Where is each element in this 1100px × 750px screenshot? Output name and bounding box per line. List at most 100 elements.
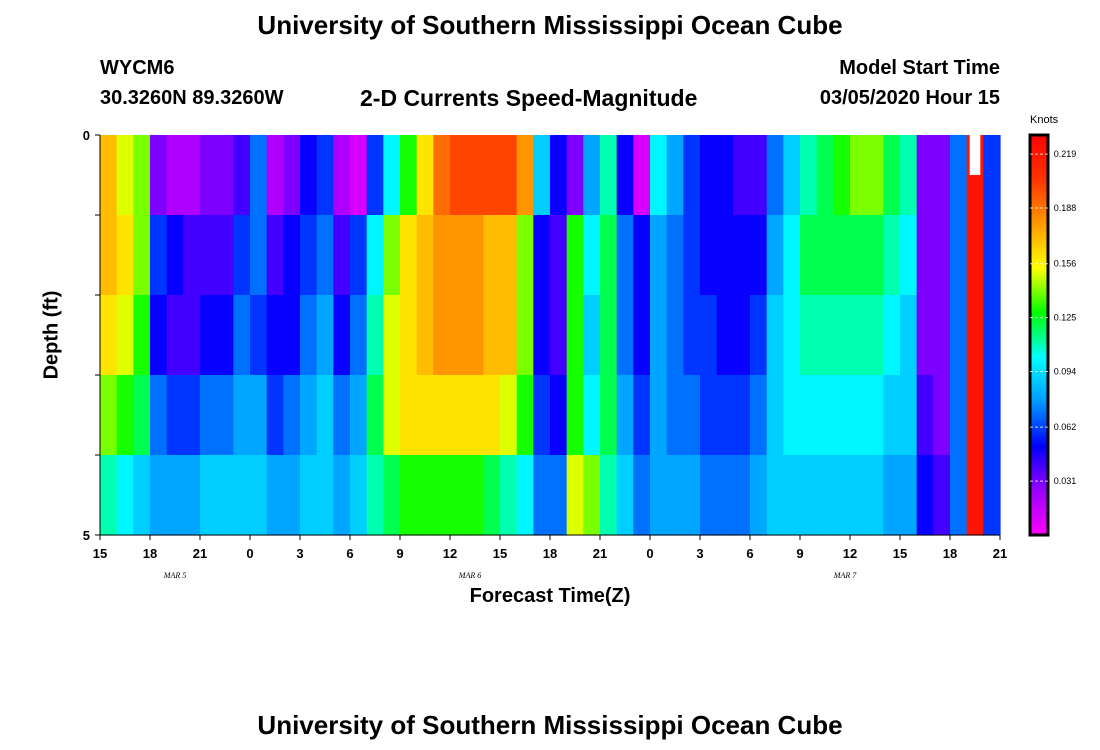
heatmap-cell: [100, 135, 118, 216]
heatmap-cell: [333, 135, 351, 216]
x-tick-label: 21: [993, 546, 1007, 561]
heatmap-cell: [200, 375, 218, 456]
heatmap-cell: [450, 295, 468, 376]
heatmap-cell: [533, 295, 551, 376]
heatmap-cell: [716, 295, 734, 376]
station-id: WYCM6: [100, 57, 175, 79]
heatmap-cell: [900, 215, 918, 296]
heatmap-cell: [683, 295, 701, 376]
heatmap-cell: [633, 215, 651, 296]
x-tick-label: 15: [493, 546, 507, 561]
heatmap-cell: [200, 215, 218, 296]
heatmap-cell: [966, 455, 984, 536]
heatmap-cell: [366, 215, 384, 296]
heatmap-cell: [200, 295, 218, 376]
heatmap-cell: [816, 215, 834, 296]
heatmap-cell: [183, 135, 201, 216]
heatmap-cell: [350, 215, 368, 296]
heatmap-cell: [833, 375, 851, 456]
heatmap-cell: [866, 455, 884, 536]
heatmap-cell: [416, 215, 434, 296]
heatmap-cell: [750, 295, 768, 376]
heatmap-cell: [433, 135, 451, 216]
heatmap-cell: [383, 455, 401, 536]
heatmap-cell: [650, 295, 668, 376]
heatmap-cell: [150, 135, 168, 216]
heatmap-cell: [416, 375, 434, 456]
x-tick-label: 6: [346, 546, 353, 561]
heatmap-cell: [450, 135, 468, 216]
footer-title: University of Southern Mississippi Ocean…: [257, 710, 843, 740]
heatmap-cell: [483, 295, 501, 376]
heatmap-cell: [516, 295, 534, 376]
heatmap-cell: [266, 295, 284, 376]
colorbar-tick-label: 0.219: [1054, 149, 1077, 159]
heatmap-cell: [950, 295, 968, 376]
heatmap-cell: [250, 295, 268, 376]
heatmap-cell: [116, 295, 134, 376]
heatmap-cell: [750, 135, 768, 216]
heatmap-cell: [150, 455, 168, 536]
heatmap-cell: [916, 455, 934, 536]
heatmap-cell: [316, 455, 334, 536]
heatmap-cell: [516, 375, 534, 456]
x-tick-label: 12: [443, 546, 457, 561]
heatmap-cell: [716, 375, 734, 456]
heatmap-cell: [783, 215, 801, 296]
heatmap-cell: [816, 295, 834, 376]
heatmap-cell: [950, 215, 968, 296]
heatmap-cell: [250, 135, 268, 216]
heatmap-cell: [216, 215, 234, 296]
heatmap-cell: [533, 375, 551, 456]
heatmap-cell: [950, 375, 968, 456]
heatmap-cell: [283, 215, 301, 296]
heatmap-cell: [216, 135, 234, 216]
heatmap-cell: [550, 135, 568, 216]
heatmap-cell: [183, 375, 201, 456]
heatmap-cell: [333, 295, 351, 376]
heatmap-cell: [233, 215, 251, 296]
plot-axes: 15 18 21 0 3 6 9 12 15 18 21 0 3 6 9 12 15 18 21 MAR 5 MAR 6…: [83, 128, 1007, 580]
heatmap-cell: [716, 455, 734, 536]
heatmap-cell: [416, 455, 434, 536]
heatmap-cell: [866, 135, 884, 216]
heatmap-cell: [583, 135, 601, 216]
x-tick-label: 0: [646, 546, 653, 561]
heatmap-cell: [550, 295, 568, 376]
heatmap-cell: [833, 215, 851, 296]
heatmap-cell: [650, 215, 668, 296]
heatmap-cell: [666, 375, 684, 456]
heatmap-cell: [300, 375, 318, 456]
heatmap-cell: [166, 135, 184, 216]
heatmap-cell: [483, 215, 501, 296]
heatmap-cell: [600, 135, 618, 216]
missing-data-cell: [969, 135, 981, 175]
heatmap-cell: [783, 455, 801, 536]
heatmap-cell: [366, 135, 384, 216]
x-tick-label: 18: [143, 546, 157, 561]
x-tick-label: 18: [943, 546, 957, 561]
x-tick-label: 21: [193, 546, 207, 561]
heatmap-cell: [333, 375, 351, 456]
heatmap-cell: [133, 295, 151, 376]
heatmap-cell: [500, 135, 518, 216]
heatmap-cell: [150, 375, 168, 456]
heatmap-cell: [333, 455, 351, 536]
heatmap-cell: [766, 455, 784, 536]
heatmap-cell: [383, 215, 401, 296]
heatmap-cell: [166, 375, 184, 456]
colorbar-tick-label: 0.062: [1054, 422, 1077, 432]
heatmap-cell: [733, 135, 751, 216]
heatmap-cell: [116, 455, 134, 536]
model-start-value: 03/05/2020 Hour 15: [819, 87, 1000, 109]
heatmap-cell: [833, 455, 851, 536]
heatmap-cell: [100, 455, 118, 536]
heatmap-cell: [350, 135, 368, 216]
heatmap-cell: [400, 135, 418, 216]
heatmap-cell: [450, 375, 468, 456]
heatmap-cell: [300, 455, 318, 536]
heatmap-cell: [433, 455, 451, 536]
heatmap-cell: [916, 295, 934, 376]
heatmap-cell: [616, 135, 634, 216]
heatmap-cell: [316, 215, 334, 296]
